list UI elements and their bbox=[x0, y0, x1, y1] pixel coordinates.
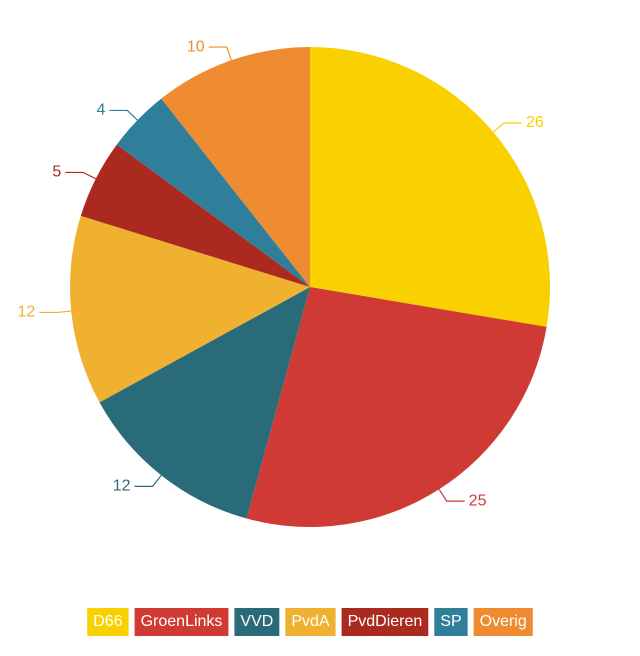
data-label: 25 bbox=[469, 492, 487, 509]
data-label: 12 bbox=[113, 478, 131, 495]
pie-slice bbox=[99, 287, 311, 519]
data-label: 4 bbox=[97, 102, 106, 119]
leader-line bbox=[109, 109, 138, 121]
leader-line bbox=[134, 474, 162, 487]
legend: D66 GroenLinks VVD PvdA PvdDieren SP Overig bbox=[87, 608, 533, 636]
legend-label: PvdDieren bbox=[348, 613, 423, 630]
legend-swatch bbox=[473, 608, 533, 636]
legend-swatch bbox=[341, 608, 429, 636]
leader-line bbox=[65, 171, 97, 180]
data-label: 10 bbox=[187, 38, 205, 55]
data-label: 12 bbox=[17, 304, 35, 321]
legend-label: SP bbox=[440, 613, 461, 630]
leader-line bbox=[492, 122, 522, 133]
legend-label: VVD bbox=[240, 613, 273, 630]
legend-label: PvdA bbox=[291, 613, 330, 630]
legend-label: GroenLinks bbox=[141, 613, 223, 630]
pie-slice bbox=[116, 98, 310, 287]
legend-swatch bbox=[87, 608, 129, 636]
pie-slice bbox=[70, 215, 310, 403]
leader-line bbox=[39, 310, 72, 314]
legend-label: D66 bbox=[93, 613, 122, 630]
legend-swatch bbox=[134, 608, 229, 636]
legend-swatch bbox=[434, 608, 468, 636]
legend-label: Overig bbox=[480, 613, 527, 630]
legend-swatch bbox=[234, 608, 280, 636]
legend-swatch bbox=[285, 608, 336, 636]
pie-slice bbox=[310, 47, 550, 327]
leader-line bbox=[438, 488, 465, 502]
pie-slice bbox=[246, 287, 547, 527]
data-label: 5 bbox=[52, 164, 61, 181]
data-label: 26 bbox=[526, 114, 544, 131]
pie-slice bbox=[80, 144, 311, 287]
leader-line bbox=[208, 46, 232, 61]
pie-slice bbox=[161, 47, 310, 287]
